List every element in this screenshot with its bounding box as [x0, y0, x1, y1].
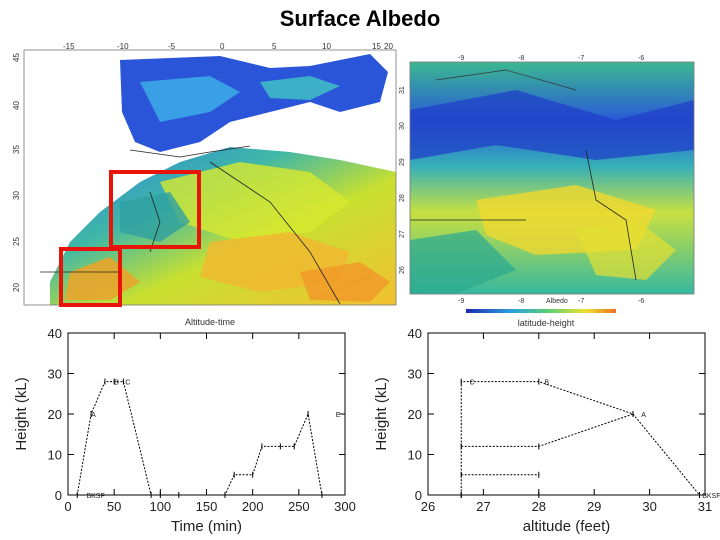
map-left-tick-top: -5 — [168, 42, 176, 51]
map-right-tick-bottom: -7 — [578, 298, 584, 305]
point-annotation: A — [641, 412, 646, 419]
map-left-tick-top: 10 — [322, 42, 331, 51]
map-left-tick-top: -15 — [63, 42, 75, 51]
series-line — [460, 381, 700, 496]
x-tick-label: 31 — [698, 499, 712, 514]
point-annotation: B — [114, 380, 119, 387]
y-axis-label: Height (kL) — [373, 377, 390, 450]
map-right-tick-top: -9 — [458, 55, 464, 62]
map-left-tick-left: 35 — [12, 145, 21, 154]
point-annotation: C — [125, 380, 130, 387]
x-tick-label: 250 — [288, 499, 310, 514]
plot-frame — [67, 332, 346, 496]
map-right-tick-left: 28 — [399, 194, 406, 202]
y-tick-label: 0 — [55, 488, 62, 503]
y-tick-label: 30 — [48, 367, 62, 382]
series-line — [76, 381, 323, 496]
map-right-tick-left: 26 — [399, 266, 406, 274]
map-right-tick-left: 30 — [399, 122, 406, 130]
map-right-inner-label: Albedo — [546, 298, 568, 305]
y-tick-label: 10 — [48, 448, 62, 463]
map-left-tick-top: 5 — [272, 42, 277, 51]
point-annotation: E — [336, 412, 341, 419]
page-title: Surface Albedo — [279, 6, 441, 31]
highlight-box-lower — [59, 247, 122, 307]
map-right-tick-left: 27 — [399, 230, 406, 238]
altitude-time-chart: 0 50 100 150 200 250 300 0 10 20 30 40 Time (min) Hei… — [13, 326, 356, 535]
map-right-tick-left: 31 — [399, 86, 406, 94]
map-left-tick-top: 0 — [220, 42, 225, 51]
x-axis-label: Time (min) — [171, 518, 242, 535]
point-annotation: A — [91, 412, 96, 419]
point-annotation: BKSF — [86, 493, 104, 500]
x-tick-label: 27 — [476, 499, 490, 514]
x-axis-label: altitude (feet) — [523, 518, 611, 535]
x-tick-label: 300 — [334, 499, 356, 514]
x-tick-label: 26 — [421, 499, 435, 514]
map-left-tick-left: 20 — [12, 283, 21, 292]
map-right-tick-top: -7 — [578, 55, 584, 62]
point-annotation: B — [544, 380, 549, 387]
colorbar — [466, 309, 616, 313]
map-right-tick-top: -8 — [518, 55, 524, 62]
y-tick-label: 0 — [415, 488, 422, 503]
point-annotation: BKSF — [702, 493, 720, 500]
map-right-tick-bottom: -6 — [638, 298, 644, 305]
map-left-tick-top: 15 — [372, 42, 381, 51]
x-tick-label: 50 — [107, 499, 121, 514]
y-tick-label: 40 — [48, 326, 62, 341]
x-tick-label: 30 — [642, 499, 656, 514]
map-left-tick-left: 30 — [12, 191, 21, 200]
map-left-tick-top: 20 — [384, 42, 393, 51]
map-left-tick-left: 40 — [12, 101, 21, 110]
y-axis-label: Height (kL) — [13, 377, 30, 450]
albedo-map-left: -15 -10 -5 0 5 10 15 20 45 40 35 30 25 2… — [10, 42, 400, 330]
plot-frame — [427, 332, 706, 496]
latitude-height-chart: 26 27 28 29 30 31 0 10 20 30 40 altitude (feet) Heig… — [373, 326, 720, 535]
highlight-box-upper — [109, 170, 201, 249]
y-tick-label: 30 — [408, 367, 422, 382]
map-left-tick-top: -10 — [117, 42, 129, 51]
map-left-tick-left: 25 — [12, 237, 21, 246]
x-tick-label: 0 — [64, 499, 71, 514]
x-tick-label: 200 — [242, 499, 264, 514]
series-line — [461, 413, 634, 447]
x-tick-label: 150 — [196, 499, 218, 514]
y-tick-label: 10 — [408, 448, 422, 463]
map-right-tick-bottom: -9 — [458, 298, 464, 305]
map-left-caption: Altitude-time — [185, 317, 235, 327]
x-tick-label: 29 — [587, 499, 601, 514]
point-annotation: C — [470, 380, 475, 387]
albedo-map-right: -9 -8 -7 -6 31 30 29 28 27 26 -9 -8 -7 -… — [396, 50, 706, 330]
map-left-tick-left: 45 — [12, 53, 21, 62]
map-right-tick-left: 29 — [399, 158, 406, 166]
x-tick-label: 28 — [532, 499, 546, 514]
x-tick-label: 100 — [149, 499, 171, 514]
map-right-tick-bottom: -8 — [518, 298, 524, 305]
map-right-caption: latitude-height — [518, 318, 575, 328]
y-tick-label: 20 — [408, 407, 422, 422]
map-right-tick-top: -6 — [638, 55, 644, 62]
y-tick-label: 40 — [408, 326, 422, 341]
y-tick-label: 20 — [48, 407, 62, 422]
